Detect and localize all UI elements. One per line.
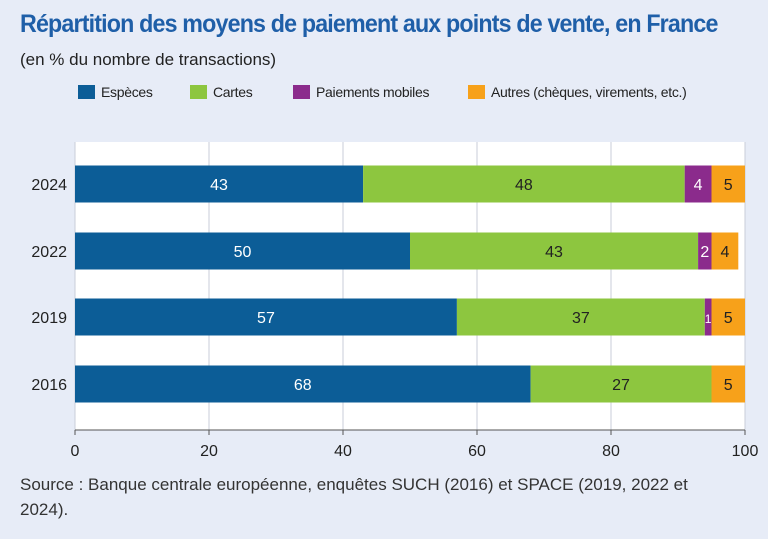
legend-item-paiements-mobiles: Paiements mobiles <box>293 84 429 100</box>
data-label-2024-series-1: 48 <box>515 177 533 194</box>
bar-2016-series-1 <box>530 365 712 403</box>
legend-item-cartes: Cartes <box>190 84 253 100</box>
bar-2022-series-0 <box>75 232 410 270</box>
data-label-2016-series-3: 5 <box>724 377 733 394</box>
legend-item-especes: Espèces <box>78 84 153 100</box>
legend-label-paiements-mobiles: Paiements mobiles <box>316 84 430 100</box>
x-tick-label-0: 0 <box>71 443 80 460</box>
y-tick-label-2022: 2022 <box>31 244 67 261</box>
legend-label-especes: Espèces <box>101 84 153 100</box>
data-label-2019-series-3: 5 <box>724 310 733 327</box>
bar-2019-series-0 <box>75 298 457 336</box>
legend-swatch-cartes <box>190 85 207 99</box>
data-label-2024-series-3: 5 <box>724 177 733 194</box>
y-tick-label-2016: 2016 <box>31 377 67 394</box>
data-label-2019-series-2: 1 <box>705 312 712 326</box>
data-label-2022-series-1: 43 <box>545 244 563 261</box>
data-label-2022-series-2: 2 <box>700 244 709 261</box>
data-label-2019-series-0: 57 <box>257 310 275 327</box>
bar-2022-series-3 <box>711 232 739 270</box>
chart-legend: Espèces Cartes Paiements mobiles Autres … <box>0 84 768 104</box>
legend-item-autres: Autres (chèques, virements, etc.) <box>468 84 687 100</box>
legend-swatch-especes <box>78 85 95 99</box>
bar-2024-series-3 <box>711 165 745 203</box>
x-axis: 0 20 40 60 80 100 <box>71 429 759 460</box>
x-tick-label-3: 60 <box>468 443 486 460</box>
data-label-2016-series-0: 68 <box>294 377 312 394</box>
data-label-2022-series-0: 50 <box>234 244 252 261</box>
bar-2022-series-1 <box>410 232 699 270</box>
x-tick-label-1: 20 <box>200 443 218 460</box>
bars: 43 48 4 550 43 2 457 37 1 568 27 5 <box>75 165 745 403</box>
bar-2016-series-0 <box>75 365 531 403</box>
bar-2016-series-3 <box>711 365 745 403</box>
chart-title: Répartition des moyens de paiement aux p… <box>20 10 718 38</box>
legend-label-cartes: Cartes <box>213 84 253 100</box>
bar-2019-series-2 <box>704 298 712 336</box>
bar-2024-series-2 <box>684 165 712 203</box>
x-tick-label-2: 40 <box>334 443 352 460</box>
data-label-2016-series-1: 27 <box>612 377 630 394</box>
legend-swatch-autres <box>468 85 485 99</box>
y-tick-label-2019: 2019 <box>31 310 67 327</box>
y-axis-labels: 2024 2022 2019 2016 <box>31 177 67 394</box>
bar-2024-series-0 <box>75 165 364 203</box>
bar-2019-series-3 <box>711 298 745 336</box>
y-tick-label-2024: 2024 <box>31 177 67 194</box>
data-label-2022-series-3: 4 <box>720 244 729 261</box>
chart-source: Source : Banque centrale européenne, enq… <box>20 475 688 519</box>
legend-swatch-paiements-mobiles <box>293 85 310 99</box>
legend-label-autres: Autres (chèques, virements, etc.) <box>491 84 687 100</box>
bar-2022-series-2 <box>698 232 712 270</box>
bar-2019-series-1 <box>456 298 705 336</box>
chart-subtitle: (en % du nombre de transactions) <box>20 50 277 69</box>
data-label-2019-series-1: 37 <box>572 310 590 327</box>
data-label-2024-series-2: 4 <box>694 177 703 194</box>
x-tick-label-5: 100 <box>732 443 759 460</box>
data-label-2024-series-0: 43 <box>210 177 228 194</box>
x-tick-label-4: 80 <box>602 443 620 460</box>
bar-2024-series-1 <box>363 165 685 203</box>
